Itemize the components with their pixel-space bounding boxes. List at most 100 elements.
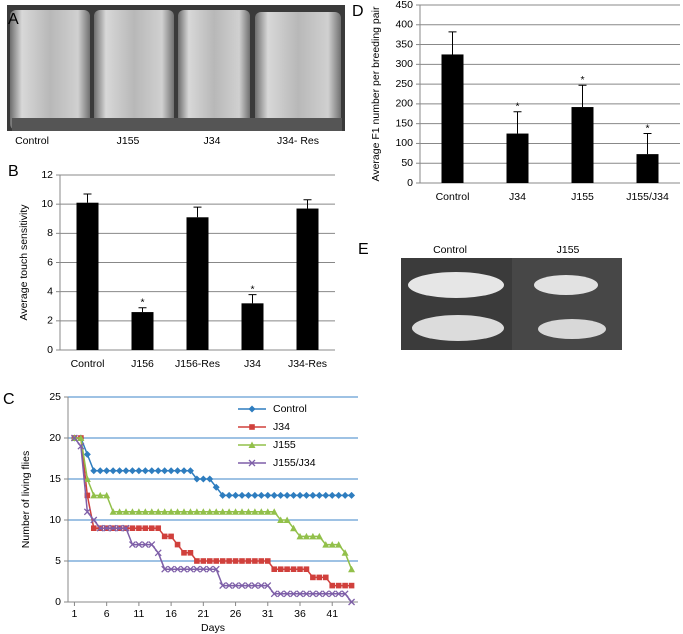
marker xyxy=(77,434,85,441)
error-bar xyxy=(193,206,202,218)
marker xyxy=(283,590,291,598)
y-tick-label: 350 xyxy=(395,38,413,50)
x-tick-label: J155/J34 xyxy=(626,191,669,203)
marker xyxy=(322,491,330,499)
marker xyxy=(83,508,91,516)
panel-letter: A xyxy=(8,11,19,28)
bar xyxy=(441,54,464,183)
marker xyxy=(212,483,220,491)
marker xyxy=(186,467,194,475)
photo-label: J155 xyxy=(557,244,580,256)
x-tick-label: J34-Res xyxy=(288,358,327,370)
marker xyxy=(103,467,111,475)
marker xyxy=(141,541,149,549)
legend-label: Control xyxy=(273,403,307,415)
marker xyxy=(322,590,330,598)
marker xyxy=(296,491,304,499)
error-bar xyxy=(248,294,257,304)
panel-letter: D xyxy=(352,3,364,20)
x-tick-label: Control xyxy=(436,191,470,203)
significance-mark: * xyxy=(140,296,144,308)
bar xyxy=(241,303,264,350)
marker xyxy=(90,525,97,531)
marker xyxy=(296,590,304,598)
marker xyxy=(116,508,124,515)
marker xyxy=(122,508,130,515)
bar xyxy=(186,217,209,350)
y-tick-label: 8 xyxy=(47,227,53,239)
marker xyxy=(270,508,278,515)
marker xyxy=(148,467,156,475)
marker xyxy=(244,491,252,499)
legend-label: J155 xyxy=(273,439,296,451)
marker xyxy=(186,508,194,515)
marker xyxy=(315,491,323,499)
significance-mark: * xyxy=(515,101,519,113)
legend-marker xyxy=(249,424,255,430)
marker xyxy=(206,475,214,483)
marker xyxy=(342,582,348,589)
y-tick-label: 4 xyxy=(47,285,53,297)
marker xyxy=(135,508,143,515)
marker xyxy=(206,508,214,515)
marker xyxy=(244,582,252,590)
marker xyxy=(167,508,175,515)
y-tick-label: 10 xyxy=(41,198,53,210)
marker xyxy=(258,558,265,564)
marker xyxy=(161,508,169,515)
marker xyxy=(238,491,246,499)
y-tick-label: 15 xyxy=(49,473,61,485)
photo-label: J34- Res xyxy=(277,135,319,147)
marker xyxy=(174,541,181,548)
y-axis-label: Average touch sensitivity xyxy=(18,204,30,321)
marker xyxy=(290,491,298,499)
marker xyxy=(141,508,149,515)
marker xyxy=(103,491,111,499)
error-bar xyxy=(83,193,92,203)
marker xyxy=(335,541,343,548)
y-tick-label: 10 xyxy=(49,514,61,526)
marker xyxy=(232,558,239,564)
marker xyxy=(348,582,355,589)
marker xyxy=(322,574,329,581)
marker xyxy=(174,467,182,475)
error-bar xyxy=(303,199,312,209)
marker xyxy=(322,541,330,548)
panel-letter: C xyxy=(3,391,15,408)
marker xyxy=(244,508,252,515)
y-tick-label: 0 xyxy=(55,596,61,608)
error-bar xyxy=(513,111,522,134)
marker xyxy=(271,566,278,572)
marker xyxy=(303,566,310,572)
marker xyxy=(328,590,336,598)
marker xyxy=(297,566,303,572)
marker xyxy=(194,558,200,564)
marker xyxy=(161,467,169,475)
panel-letter: E xyxy=(358,241,369,258)
bar xyxy=(76,202,99,350)
marker xyxy=(84,492,91,499)
marker xyxy=(187,550,194,556)
marker xyxy=(329,582,336,589)
marker xyxy=(239,558,245,564)
legend-label: J34 xyxy=(273,421,290,433)
legend-marker xyxy=(248,459,256,467)
marker xyxy=(200,558,207,564)
x-tick-label: Control xyxy=(71,358,105,370)
x-tick-label: 31 xyxy=(262,608,274,620)
marker xyxy=(83,475,91,482)
legend-marker xyxy=(248,441,256,448)
marker xyxy=(193,475,201,483)
marker xyxy=(348,491,356,499)
x-tick-label: 1 xyxy=(72,608,78,620)
marker xyxy=(128,508,136,515)
marker xyxy=(341,491,349,499)
marker xyxy=(103,524,111,532)
marker xyxy=(77,442,85,450)
x-tick-label: J156 xyxy=(131,358,154,370)
y-tick-label: 25 xyxy=(49,391,61,403)
x-tick-label: J156-Res xyxy=(175,358,220,370)
marker xyxy=(315,590,323,598)
